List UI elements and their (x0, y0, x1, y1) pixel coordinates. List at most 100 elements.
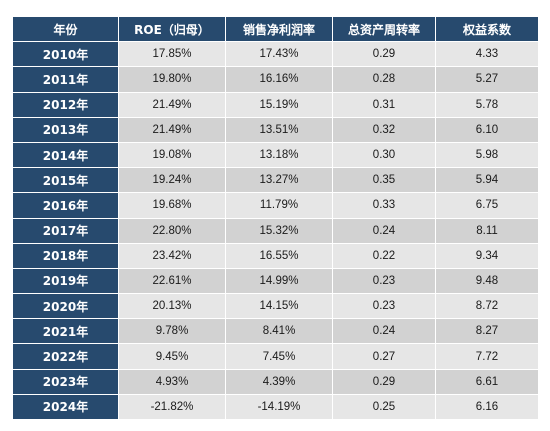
table-body: 2010年 17.85% 17.43% 0.29 4.33 2011年 19.80% 16.1… (12, 41, 539, 421)
financial-data-table: 年份 ROE（归母） 销售净利润率 总资产周转率 权益系数 2010年 17.85… (12, 15, 539, 421)
cell-equity-multiplier: 9.34 (435, 242, 539, 269)
cell-equity-multiplier: 5.78 (435, 91, 539, 118)
cell-asset-turnover: 0.27 (332, 343, 436, 370)
cell-asset-turnover: 0.22 (332, 242, 436, 269)
cell-net-margin: 13.27% (225, 167, 333, 194)
column-header-equity-multiplier: 权益系数 (435, 15, 539, 43)
cell-equity-multiplier: 5.94 (435, 167, 539, 194)
cell-year: 2018年 (12, 242, 119, 269)
cell-roe: 19.24% (118, 167, 226, 194)
cell-year: 2011年 (12, 66, 119, 93)
cell-asset-turnover: 0.28 (332, 66, 436, 93)
table-row: 2022年 9.45% 7.45% 0.27 7.72 (12, 343, 539, 370)
header-row: 年份 ROE（归母） 销售净利润率 总资产周转率 权益系数 (12, 15, 539, 43)
cell-equity-multiplier: 8.72 (435, 293, 539, 320)
cell-year: 2023年 (12, 368, 119, 395)
cell-roe: -21.82% (118, 393, 226, 421)
cell-equity-multiplier: 9.48 (435, 267, 539, 295)
cell-net-margin: 14.99% (225, 267, 333, 295)
table-row: 2023年 4.93% 4.39% 0.29 6.61 (12, 368, 539, 395)
cell-equity-multiplier: 8.11 (435, 217, 539, 244)
column-header-net-margin: 销售净利润率 (225, 15, 333, 43)
table-row: 2017年 22.80% 15.32% 0.24 8.11 (12, 217, 539, 244)
cell-asset-turnover: 0.25 (332, 393, 436, 421)
cell-asset-turnover: 0.23 (332, 293, 436, 320)
table-row: 2016年 19.68% 11.79% 0.33 6.75 (12, 192, 539, 219)
table-container: 年份 ROE（归母） 销售净利润率 总资产周转率 权益系数 2010年 17.85… (12, 15, 539, 421)
cell-net-margin: 16.55% (225, 242, 333, 269)
table-row: 2020年 20.13% 14.15% 0.23 8.72 (12, 293, 539, 320)
cell-asset-turnover: 0.24 (332, 217, 436, 244)
column-header-year: 年份 (12, 15, 119, 43)
cell-year: 2024年 (12, 393, 119, 421)
cell-roe: 23.42% (118, 242, 226, 269)
cell-net-margin: 4.39% (225, 368, 333, 395)
cell-roe: 9.78% (118, 318, 226, 345)
cell-roe: 22.80% (118, 217, 226, 244)
table-row: 2015年 19.24% 13.27% 0.35 5.94 (12, 167, 539, 194)
cell-roe: 20.13% (118, 293, 226, 320)
cell-year: 2016年 (12, 192, 119, 219)
cell-net-margin: 13.18% (225, 141, 333, 169)
table-row: 2010年 17.85% 17.43% 0.29 4.33 (12, 41, 539, 68)
cell-net-margin: -14.19% (225, 393, 333, 421)
column-header-asset-turnover: 总资产周转率 (332, 15, 436, 43)
table-row: 2024年 -21.82% -14.19% 0.25 6.16 (12, 393, 539, 421)
cell-asset-turnover: 0.24 (332, 318, 436, 345)
cell-net-margin: 15.19% (225, 91, 333, 118)
cell-roe: 19.80% (118, 66, 226, 93)
cell-net-margin: 15.32% (225, 217, 333, 244)
cell-net-margin: 16.16% (225, 66, 333, 93)
cell-asset-turnover: 0.32 (332, 116, 436, 143)
cell-equity-multiplier: 6.10 (435, 116, 539, 143)
cell-year: 2020年 (12, 293, 119, 320)
cell-net-margin: 8.41% (225, 318, 333, 345)
cell-year: 2010年 (12, 41, 119, 68)
cell-asset-turnover: 0.33 (332, 192, 436, 219)
table-row: 2012年 21.49% 15.19% 0.31 5.78 (12, 91, 539, 118)
cell-year: 2012年 (12, 91, 119, 118)
cell-roe: 4.93% (118, 368, 226, 395)
cell-year: 2014年 (12, 141, 119, 169)
cell-year: 2019年 (12, 267, 119, 295)
cell-roe: 21.49% (118, 116, 226, 143)
cell-net-margin: 7.45% (225, 343, 333, 370)
table-row: 2013年 21.49% 13.51% 0.32 6.10 (12, 116, 539, 143)
cell-year: 2022年 (12, 343, 119, 370)
cell-equity-multiplier: 6.75 (435, 192, 539, 219)
cell-year: 2017年 (12, 217, 119, 244)
cell-roe: 21.49% (118, 91, 226, 118)
cell-equity-multiplier: 4.33 (435, 41, 539, 68)
column-header-roe: ROE（归母） (118, 15, 226, 43)
table-row: 2021年 9.78% 8.41% 0.24 8.27 (12, 318, 539, 345)
cell-year: 2015年 (12, 167, 119, 194)
cell-net-margin: 14.15% (225, 293, 333, 320)
cell-asset-turnover: 0.35 (332, 167, 436, 194)
cell-equity-multiplier: 5.27 (435, 66, 539, 93)
cell-net-margin: 11.79% (225, 192, 333, 219)
table-row: 2014年 19.08% 13.18% 0.30 5.98 (12, 141, 539, 169)
cell-asset-turnover: 0.31 (332, 91, 436, 118)
cell-roe: 19.68% (118, 192, 226, 219)
cell-asset-turnover: 0.23 (332, 267, 436, 295)
cell-roe: 9.45% (118, 343, 226, 370)
cell-asset-turnover: 0.29 (332, 41, 436, 68)
cell-year: 2021年 (12, 318, 119, 345)
cell-equity-multiplier: 5.98 (435, 141, 539, 169)
table-row: 2019年 22.61% 14.99% 0.23 9.48 (12, 267, 539, 295)
cell-equity-multiplier: 8.27 (435, 318, 539, 345)
cell-asset-turnover: 0.30 (332, 141, 436, 169)
cell-equity-multiplier: 6.16 (435, 393, 539, 421)
table-row: 2018年 23.42% 16.55% 0.22 9.34 (12, 242, 539, 269)
cell-asset-turnover: 0.29 (332, 368, 436, 395)
cell-net-margin: 17.43% (225, 41, 333, 68)
table-header: 年份 ROE（归母） 销售净利润率 总资产周转率 权益系数 (12, 15, 539, 43)
cell-roe: 19.08% (118, 141, 226, 169)
cell-equity-multiplier: 7.72 (435, 343, 539, 370)
cell-equity-multiplier: 6.61 (435, 368, 539, 395)
cell-year: 2013年 (12, 116, 119, 143)
cell-roe: 17.85% (118, 41, 226, 68)
cell-net-margin: 13.51% (225, 116, 333, 143)
cell-roe: 22.61% (118, 267, 226, 295)
table-row: 2011年 19.80% 16.16% 0.28 5.27 (12, 66, 539, 93)
